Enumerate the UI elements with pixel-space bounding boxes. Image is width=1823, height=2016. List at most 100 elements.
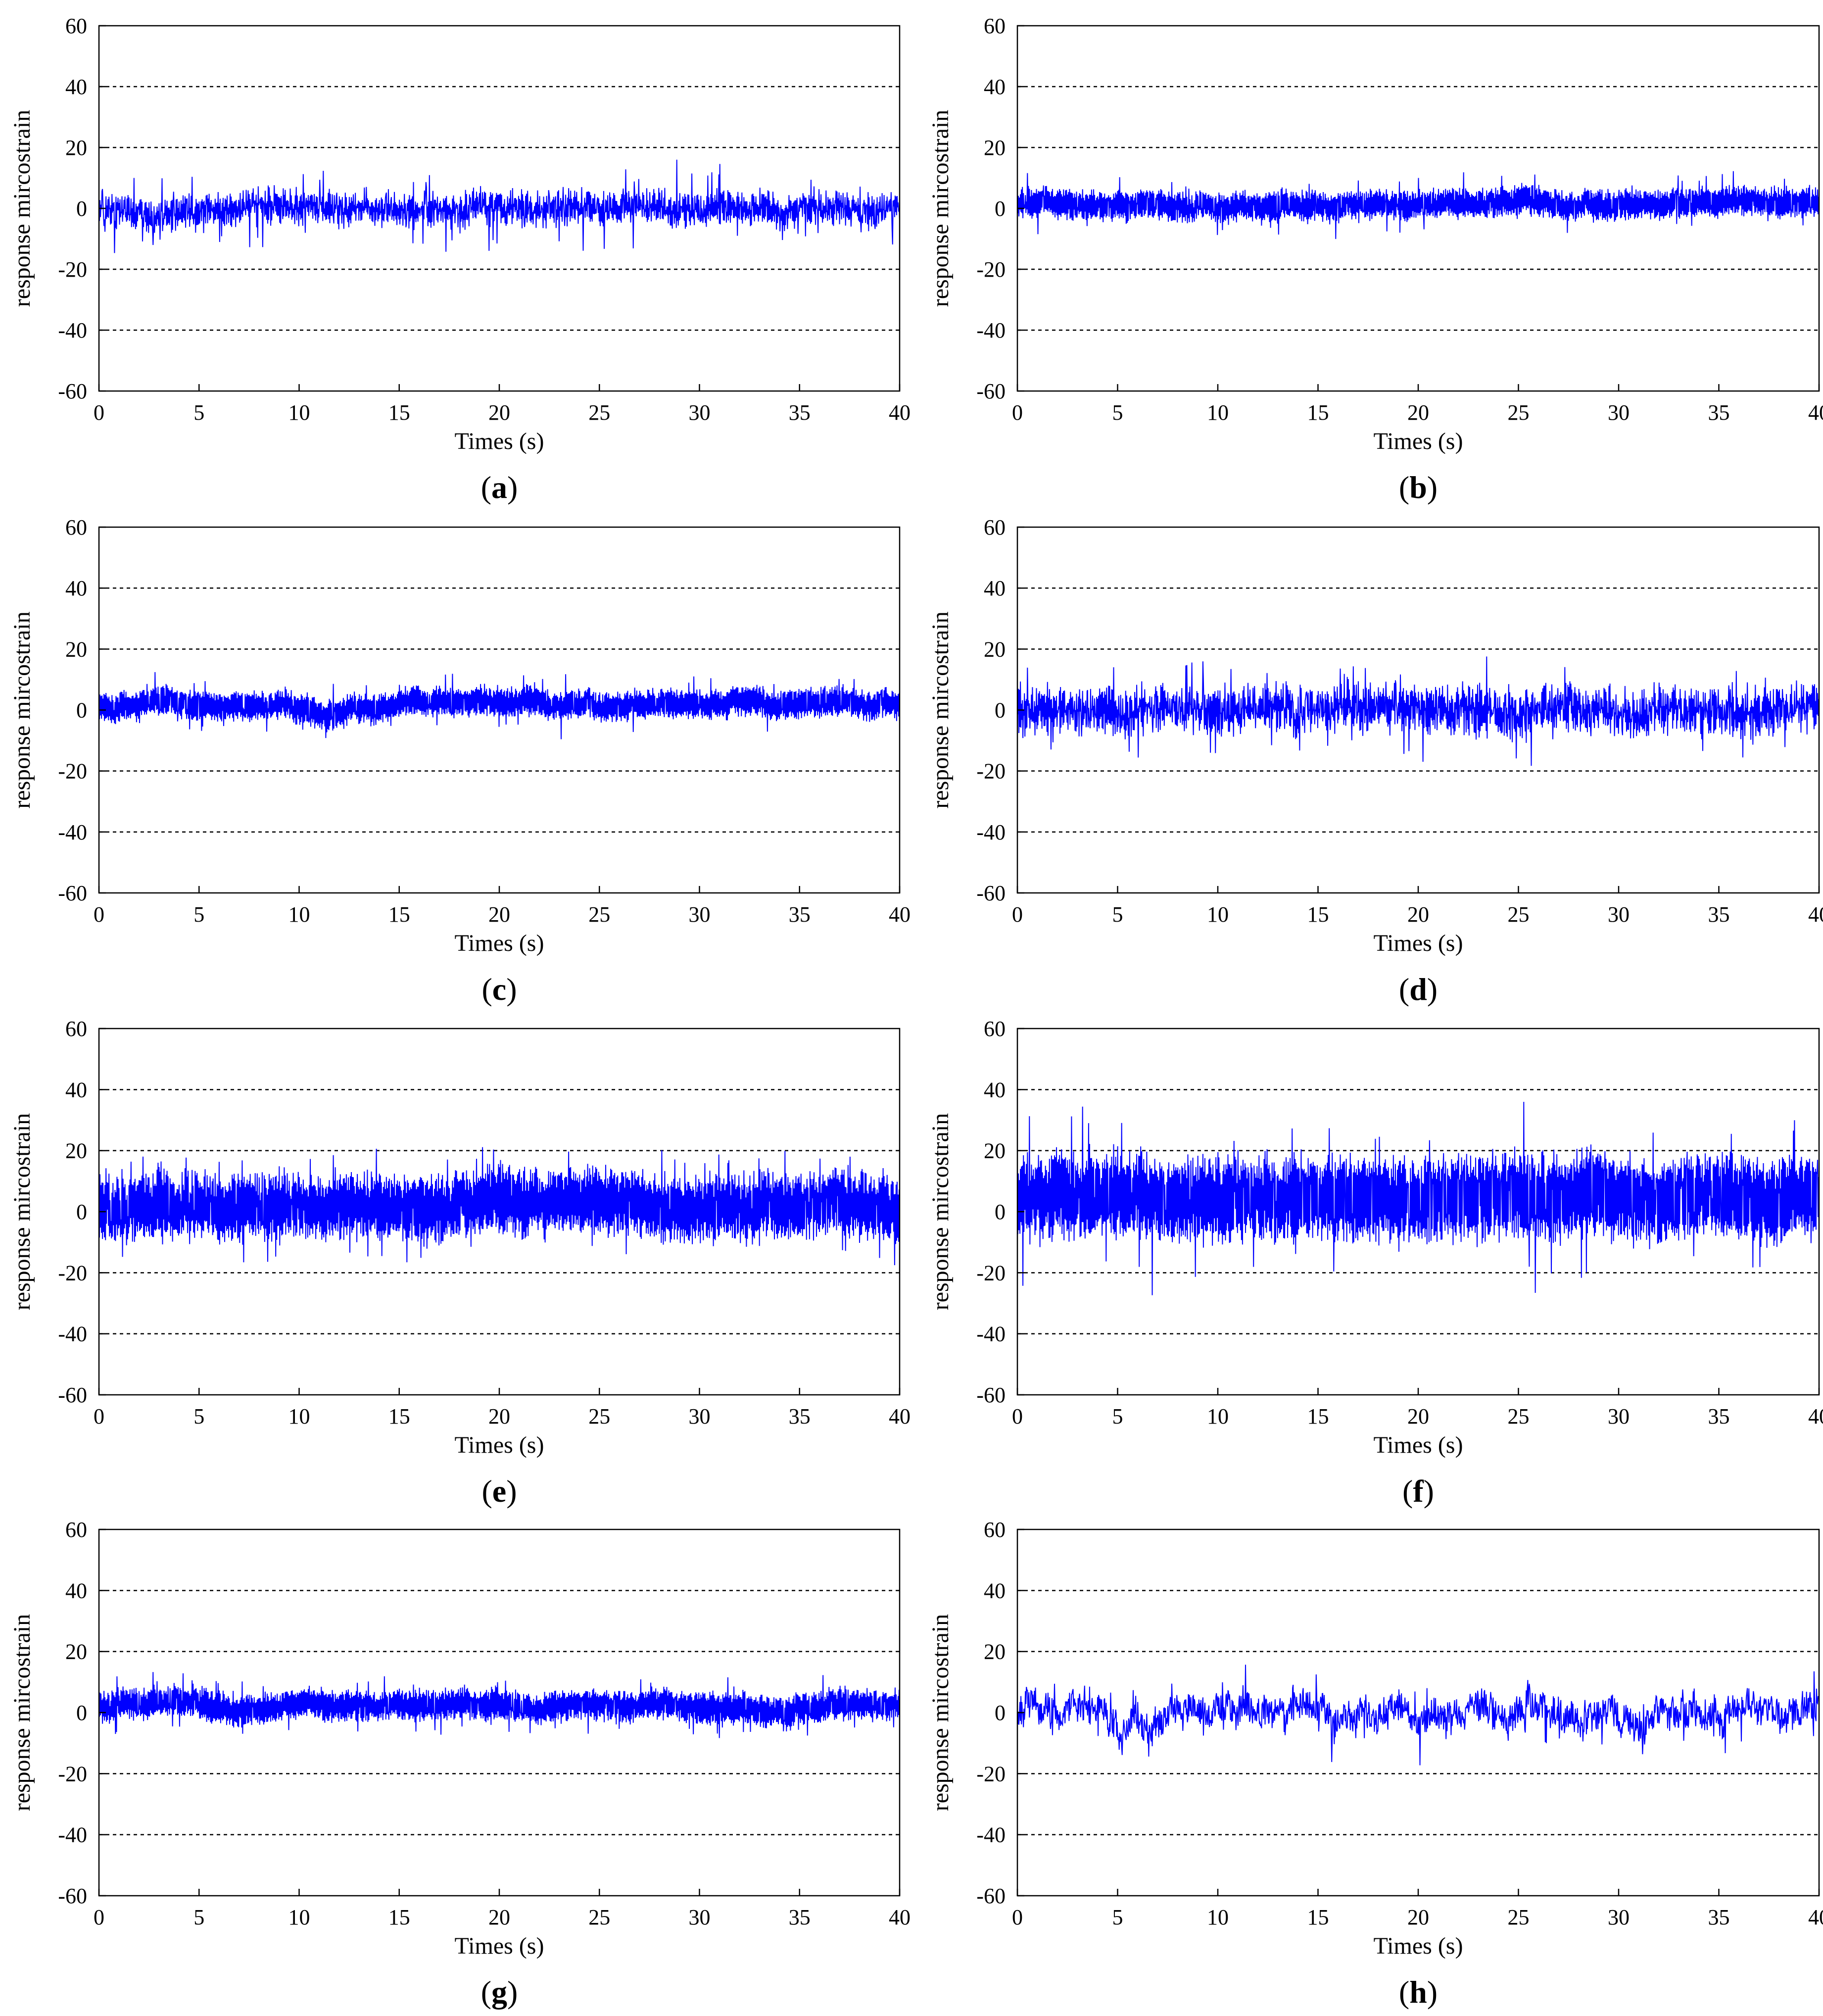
- y-axis-label: response mircostrain: [927, 110, 954, 307]
- panel-caption: (e): [481, 1474, 517, 1509]
- x-axis-label: Times (s): [455, 428, 544, 454]
- y-axis-label: response mircostrain: [927, 1113, 954, 1311]
- y-tick-label: 40: [984, 1078, 1006, 1102]
- x-tick-label: 5: [193, 400, 204, 425]
- y-tick-label: -40: [58, 318, 87, 343]
- y-tick-label: -40: [976, 318, 1006, 343]
- x-tick-label: 15: [1307, 400, 1329, 425]
- y-tick-label: -20: [58, 257, 87, 282]
- x-tick-label: 35: [1708, 1905, 1730, 1929]
- y-tick-label: 0: [995, 197, 1006, 221]
- x-tick-label: 20: [1407, 1905, 1429, 1929]
- panel-letter: f: [1413, 1474, 1424, 1509]
- x-tick-label: 10: [1207, 400, 1229, 425]
- y-tick-label: -20: [976, 1762, 1006, 1786]
- x-tick-label: 40: [1808, 902, 1823, 927]
- y-axis-label: response mircostrain: [9, 1614, 35, 1812]
- chart-panel-g: 60 40 20 0 -20 -40 -60 0 5 10 15 20 25 30 35 40 Times (s…: [9, 1518, 911, 2010]
- x-tick-label: 10: [1207, 902, 1229, 927]
- x-tick-label: 15: [388, 902, 410, 927]
- y-tick-label: -60: [976, 1383, 1006, 1407]
- panel-letter: e: [492, 1474, 506, 1509]
- y-tick-label: 0: [76, 197, 87, 221]
- x-tick-label: 30: [689, 1905, 711, 1929]
- x-tick-label: 0: [1012, 400, 1023, 425]
- y-tick-label: 20: [65, 136, 87, 160]
- x-axis-label: Times (s): [1374, 1432, 1463, 1458]
- panel-caption: (g): [481, 1974, 518, 2010]
- y-tick-label: 40: [65, 75, 87, 99]
- x-tick-label: 30: [1608, 400, 1630, 425]
- chart-panel-a: 60 40 20 0 -20 -40 -60 0 5 10 15 20 25 30 35 40 Times (s…: [9, 14, 911, 505]
- series-line: [1017, 656, 1819, 766]
- panel-letter: g: [491, 1974, 507, 2010]
- x-tick-label: 15: [388, 400, 410, 425]
- x-tick-label: 30: [1608, 1404, 1630, 1428]
- x-tick-label: 35: [789, 400, 811, 425]
- x-tick-label: 30: [689, 902, 711, 927]
- y-axis-label: response mircostrain: [9, 110, 35, 307]
- y-tick-label: -40: [976, 1322, 1006, 1346]
- y-tick-label: 0: [995, 1701, 1006, 1725]
- panel-letter: c: [492, 972, 506, 1007]
- y-tick-label: -40: [58, 1823, 87, 1847]
- x-tick-label: 30: [1608, 1905, 1630, 1929]
- x-tick-label: 35: [1708, 902, 1730, 927]
- x-tick-label: 0: [94, 400, 104, 425]
- x-tick-label: 35: [789, 1905, 811, 1929]
- y-tick-label: 20: [984, 136, 1006, 160]
- y-tick-label: -60: [58, 1884, 87, 1908]
- series-line: [1017, 1102, 1819, 1295]
- y-tick-label: -20: [58, 1762, 87, 1786]
- x-tick-label: 10: [1207, 1905, 1229, 1929]
- y-tick-label: 40: [984, 1578, 1006, 1603]
- x-tick-label: 35: [789, 902, 811, 927]
- x-tick-label: 0: [1012, 1905, 1023, 1929]
- x-tick-label: 5: [193, 1404, 204, 1428]
- x-tick-label: 20: [1407, 902, 1429, 927]
- x-axis-label: Times (s): [455, 930, 544, 956]
- x-tick-label: 20: [488, 902, 510, 927]
- x-tick-label: 15: [388, 1905, 410, 1929]
- x-tick-label: 25: [1508, 1404, 1530, 1428]
- y-tick-label: -40: [976, 1823, 1006, 1847]
- y-tick-label: -60: [58, 881, 87, 905]
- x-tick-label: 35: [1708, 1404, 1730, 1428]
- x-tick-label: 40: [1808, 1905, 1823, 1929]
- y-tick-label: -20: [976, 1261, 1006, 1285]
- panel-caption: (d): [1399, 972, 1438, 1007]
- x-tick-label: 40: [889, 1404, 911, 1428]
- x-tick-label: 15: [1307, 1404, 1329, 1428]
- panel-letter: b: [1409, 470, 1427, 505]
- x-tick-label: 20: [488, 1404, 510, 1428]
- panel-letter: h: [1409, 1974, 1427, 2010]
- y-tick-label: 40: [984, 576, 1006, 600]
- series-line: [99, 1147, 900, 1266]
- chart-panel-e: 60 40 20 0 -20 -40 -60 0 5 10 15 20 25 30 35 40 Times (s…: [9, 1017, 911, 1509]
- x-tick-label: 25: [588, 1404, 610, 1428]
- y-tick-label: 20: [65, 1139, 87, 1163]
- y-tick-label: 60: [984, 1017, 1006, 1041]
- x-tick-label: 10: [1207, 1404, 1229, 1428]
- x-tick-label: 5: [1112, 400, 1123, 425]
- x-tick-label: 35: [1708, 400, 1730, 425]
- x-tick-label: 0: [1012, 1404, 1023, 1428]
- y-tick-label: 60: [984, 515, 1006, 540]
- y-tick-label: 40: [65, 576, 87, 600]
- y-axis-label: response mircostrain: [927, 1614, 954, 1812]
- x-tick-label: 30: [689, 1404, 711, 1428]
- y-tick-label: 0: [76, 1701, 87, 1725]
- x-tick-label: 0: [94, 1905, 104, 1929]
- x-tick-label: 0: [1012, 902, 1023, 927]
- x-tick-label: 15: [1307, 902, 1329, 927]
- y-tick-label: 20: [65, 1640, 87, 1664]
- y-tick-label: 60: [984, 1518, 1006, 1542]
- y-tick-label: 0: [76, 698, 87, 723]
- panel-caption: (h): [1399, 1974, 1438, 2010]
- x-tick-label: 40: [1808, 1404, 1823, 1428]
- y-tick-label: -20: [58, 1261, 87, 1285]
- x-axis-label: Times (s): [455, 1933, 544, 1959]
